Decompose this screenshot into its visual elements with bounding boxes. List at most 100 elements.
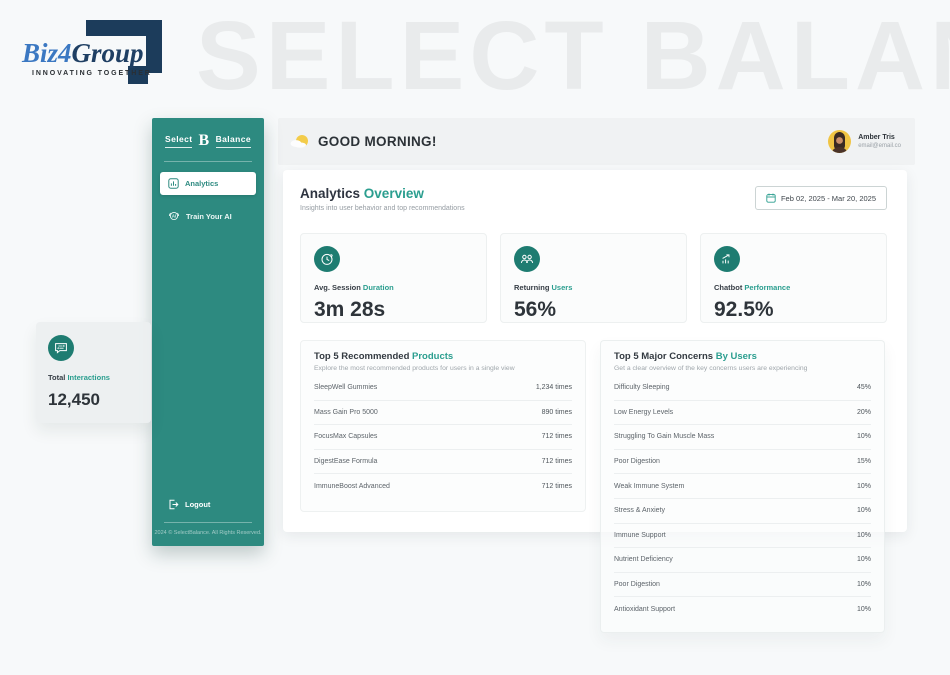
concern-row: Stress & Anxiety 10%: [614, 499, 871, 524]
panel-title: Top 5 Major Concerns By Users: [614, 351, 871, 362]
concern-name: Nutrient Deficiency: [614, 556, 673, 564]
product-name: DigestEase Formula: [314, 458, 378, 466]
stat-label-accent: Performance: [744, 283, 791, 292]
title-block: Analytics Overview Insights into user be…: [300, 186, 465, 212]
product-row: Mass Gain Pro 5000 890 times: [314, 401, 572, 426]
product-name: SleepWell Gummies: [314, 384, 378, 392]
concern-row: Antioxidant Support 10%: [614, 597, 871, 622]
user-email: email@email.co: [858, 143, 901, 149]
product-count: 890 times: [541, 408, 572, 416]
user-name: Amber Tris: [858, 134, 895, 141]
sidebar-item-label: Analytics: [185, 179, 219, 188]
concern-percent: 45%: [856, 384, 871, 392]
user-profile[interactable]: Amber Tris email@email.co: [828, 130, 901, 153]
concern-name: Weak Immune System: [614, 482, 685, 490]
header-band: GOOD MORNING! Amber Tris email@email.co: [278, 118, 915, 165]
sidebar-divider: [164, 522, 252, 523]
clock-icon: [314, 246, 340, 272]
greeting: GOOD MORNING!: [290, 134, 437, 149]
stat-label-accent: Duration: [362, 283, 394, 292]
concern-row: Struggling To Gain Muscle Mass 10%: [614, 425, 871, 450]
page-subtitle: Insights into user behavior and top reco…: [300, 205, 465, 212]
sidebar: Select B Balance Analytics AI Train Your…: [152, 118, 264, 546]
concern-row: Immune Support 10%: [614, 524, 871, 549]
page-title-accent: Overview: [363, 186, 424, 201]
panel-title-dark: Top 5 Recommended: [314, 351, 410, 362]
analytics-icon: [168, 178, 179, 189]
stat-label-dark: Returning: [514, 283, 550, 292]
sidebar-item-train-your-ai[interactable]: AI Train Your AI: [160, 204, 256, 228]
user-info: Amber Tris email@email.co: [858, 134, 901, 149]
svg-text:AI: AI: [172, 214, 176, 219]
sun-cloud-icon: [290, 135, 308, 148]
sidebar-item-label: Train Your AI: [186, 211, 232, 221]
stat-card-chatbot-performance: Chatbot Performance 92.5%: [700, 233, 887, 323]
sidebar-item-analytics[interactable]: Analytics: [160, 172, 256, 195]
growth-chart-icon: [714, 246, 740, 272]
logout-icon: [169, 499, 179, 510]
stat-label: Avg. Session Duration: [314, 283, 473, 292]
logo-4: 4: [58, 38, 72, 68]
sidebar-menu: Analytics AI Train Your AI: [152, 172, 264, 228]
concern-name: Low Energy Levels: [614, 408, 674, 416]
top-products-panel: Top 5 Recommended Products Explore the m…: [300, 340, 586, 512]
concern-percent: 10%: [856, 606, 871, 614]
avatar-person-icon: [832, 132, 848, 153]
product-name: FocusMax Capsules: [314, 433, 378, 441]
date-range-picker[interactable]: Feb 02, 2025 - Mar 20, 2025: [754, 186, 887, 210]
stat-card-session-duration: Avg. Session Duration 3m 28s: [300, 233, 487, 323]
stat-label: Total Interactions: [48, 373, 139, 382]
stat-label: Returning Users: [514, 283, 673, 292]
biz4group-logo: Biz4Group INNOVATING TOGETHER: [18, 14, 178, 94]
logout-button[interactable]: Logout: [152, 499, 264, 510]
concern-name: Stress & Anxiety: [614, 507, 665, 515]
concern-name: Struggling To Gain Muscle Mass: [614, 433, 715, 441]
greeting-text: GOOD MORNING!: [318, 134, 437, 149]
stats-row: Avg. Session Duration 3m 28s Returning U…: [300, 233, 887, 323]
calendar-icon: [766, 193, 776, 203]
concern-percent: 10%: [856, 531, 871, 539]
ai-bot-icon: AI: [168, 211, 180, 221]
panel-title-accent: By Users: [715, 351, 757, 362]
sidebar-bottom: Logout 2024 © SelectBalance. All Rights …: [152, 499, 264, 536]
product-count: 712 times: [541, 483, 572, 491]
concern-percent: 10%: [856, 482, 871, 490]
product-name: Mass Gain Pro 5000: [314, 408, 378, 416]
b-monogram-icon: B: [198, 132, 210, 149]
concern-row: Poor Digestion 15%: [614, 450, 871, 475]
logo-tagline: INNOVATING TOGETHER: [32, 70, 152, 77]
avatar: [828, 130, 852, 153]
product-row: ImmuneBoost Advanced 712 times: [314, 474, 572, 499]
panel-subtitle: Get a clear overview of the key concerns…: [614, 365, 808, 372]
concern-name: Antioxidant Support: [614, 606, 676, 614]
concern-row: Difficulty Sleeping 45%: [614, 376, 871, 401]
page-title: Analytics Overview: [300, 186, 465, 201]
top-concerns-panel: Top 5 Major Concerns By Users Get a clea…: [600, 340, 885, 633]
concern-name: Immune Support: [614, 531, 666, 539]
stat-label: Chatbot Performance: [714, 283, 873, 292]
logo-bracket-shape: [86, 20, 162, 84]
stat-label-accent: Interactions: [67, 373, 110, 382]
concern-percent: 10%: [856, 556, 871, 564]
concern-percent: 20%: [856, 408, 871, 416]
concern-row: Nutrient Deficiency 10%: [614, 548, 871, 573]
product-row: SleepWell Gummies 1,234 times: [314, 376, 572, 401]
concern-name: Difficulty Sleeping: [614, 384, 670, 392]
page-title-dark: Analytics: [300, 186, 361, 201]
stat-label-dark: Avg. Session: [314, 283, 361, 292]
sidebar-logo-balance: Balance: [215, 134, 251, 148]
stat-value: 56%: [514, 298, 557, 321]
stat-card-returning-users: Returning Users 56%: [500, 233, 687, 323]
logout-label: Logout: [185, 500, 211, 509]
date-range-text: Feb 02, 2025 - Mar 20, 2025: [780, 193, 876, 203]
product-count: 712 times: [541, 458, 572, 466]
concern-row: Weak Immune System 10%: [614, 474, 871, 499]
stat-value: 92.5%: [714, 298, 774, 321]
panel-subtitle: Explore the most recommended products fo…: [314, 365, 515, 372]
chat-interactions-icon: [48, 335, 74, 361]
product-list: SleepWell Gummies 1,234 times Mass Gain P…: [314, 376, 572, 499]
stat-value: 3m 28s: [314, 298, 386, 321]
concern-list: Difficulty Sleeping 45% Low Energy Levels…: [614, 376, 871, 622]
product-row: DigestEase Formula 712 times: [314, 450, 572, 475]
concern-name: Poor Digestion: [614, 581, 660, 589]
